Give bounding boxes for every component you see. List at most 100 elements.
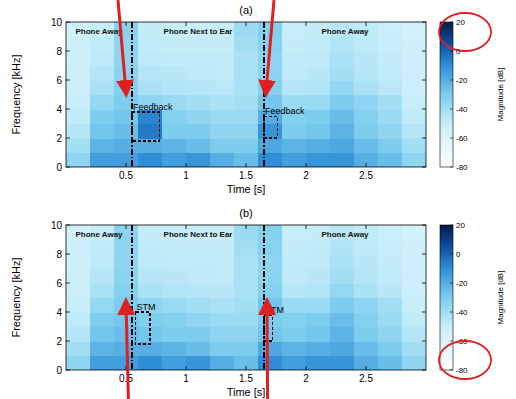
cell xyxy=(114,153,139,168)
cell xyxy=(66,327,91,342)
cell xyxy=(402,80,426,95)
colorbar-tick-label: 20 xyxy=(456,221,465,230)
cell xyxy=(114,240,139,255)
cell xyxy=(402,124,426,139)
x-tick-label: 1 xyxy=(183,373,189,384)
cell xyxy=(210,240,235,255)
cell xyxy=(258,153,283,168)
x-tick xyxy=(246,163,247,167)
cell xyxy=(138,66,163,81)
colorbar-tick-label: -80 xyxy=(456,163,468,172)
cell xyxy=(378,80,403,95)
cell xyxy=(402,356,426,371)
cell xyxy=(354,37,379,52)
cell xyxy=(354,254,379,269)
cell xyxy=(402,109,426,124)
cell xyxy=(282,153,307,168)
cell xyxy=(162,153,187,168)
x-axis-label: Time [s] xyxy=(227,386,266,398)
colorbar-label: Magnitude [dB] xyxy=(496,68,505,122)
cell xyxy=(66,109,91,124)
y-tick xyxy=(422,341,426,342)
x-tick xyxy=(186,163,187,167)
cell xyxy=(378,95,403,110)
cell xyxy=(234,109,259,124)
cell xyxy=(378,109,403,124)
cell xyxy=(234,51,259,66)
y-tick xyxy=(66,225,70,226)
colorbar xyxy=(440,22,453,167)
cell xyxy=(90,240,115,255)
cell xyxy=(138,225,163,240)
y-tick-label: 0 xyxy=(56,162,62,173)
colorbar-tick-label: -80 xyxy=(456,366,468,375)
title: (a) xyxy=(239,4,252,16)
cell xyxy=(378,298,403,313)
cell xyxy=(234,269,259,284)
cell xyxy=(330,356,355,371)
cell xyxy=(90,327,115,342)
cell xyxy=(330,327,355,342)
annotation-arrow xyxy=(126,303,128,399)
y-tick xyxy=(66,254,70,255)
cell xyxy=(210,327,235,342)
y-tick-label: 4 xyxy=(56,104,62,115)
cell xyxy=(378,283,403,298)
cell xyxy=(90,95,115,110)
colorbar-tick-label: -40 xyxy=(456,105,468,114)
cell xyxy=(258,240,283,255)
cell xyxy=(234,138,259,153)
x-tick xyxy=(126,22,127,26)
colorbar-tick-label: 0 xyxy=(456,250,461,259)
cell xyxy=(234,254,259,269)
y-tick xyxy=(422,254,426,255)
colorbar-tick-label: -40 xyxy=(456,308,468,317)
cell xyxy=(210,312,235,327)
y-axis-label: Frequency [kHz] xyxy=(10,54,22,134)
cell xyxy=(186,269,211,284)
cell xyxy=(258,80,283,95)
cell xyxy=(402,138,426,153)
cell xyxy=(402,269,426,284)
cell xyxy=(186,341,211,356)
cell xyxy=(306,124,331,139)
cell xyxy=(66,269,91,284)
cell xyxy=(114,269,139,284)
y-tick xyxy=(66,312,70,313)
cell xyxy=(330,80,355,95)
cell xyxy=(210,80,235,95)
cell xyxy=(282,225,307,240)
cell xyxy=(402,153,426,168)
y-tick xyxy=(422,283,426,284)
cell xyxy=(66,37,91,52)
cell xyxy=(234,240,259,255)
cell xyxy=(354,269,379,284)
y-tick-label: 4 xyxy=(56,307,62,318)
cell xyxy=(258,327,283,342)
cell xyxy=(90,356,115,371)
annotation-arrow xyxy=(266,303,270,399)
cell xyxy=(210,95,235,110)
cell xyxy=(258,66,283,81)
cell xyxy=(234,225,259,240)
cell xyxy=(258,356,283,371)
cell xyxy=(330,153,355,168)
cell xyxy=(90,109,115,124)
cell xyxy=(186,327,211,342)
plot-frame xyxy=(66,225,426,370)
cell xyxy=(402,283,426,298)
cell xyxy=(282,283,307,298)
cell xyxy=(138,283,163,298)
cell xyxy=(330,269,355,284)
cell xyxy=(258,254,283,269)
cells xyxy=(66,225,426,370)
cell xyxy=(234,298,259,313)
cell xyxy=(186,138,211,153)
figure: (a)FeedbackFeedbackPhone AwayPhone Next … xyxy=(0,0,516,399)
cell xyxy=(162,124,187,139)
cell xyxy=(282,124,307,139)
colorbar-tick xyxy=(450,341,453,342)
cell xyxy=(186,240,211,255)
y-tick-label: 2 xyxy=(56,133,62,144)
y-tick xyxy=(422,370,426,371)
